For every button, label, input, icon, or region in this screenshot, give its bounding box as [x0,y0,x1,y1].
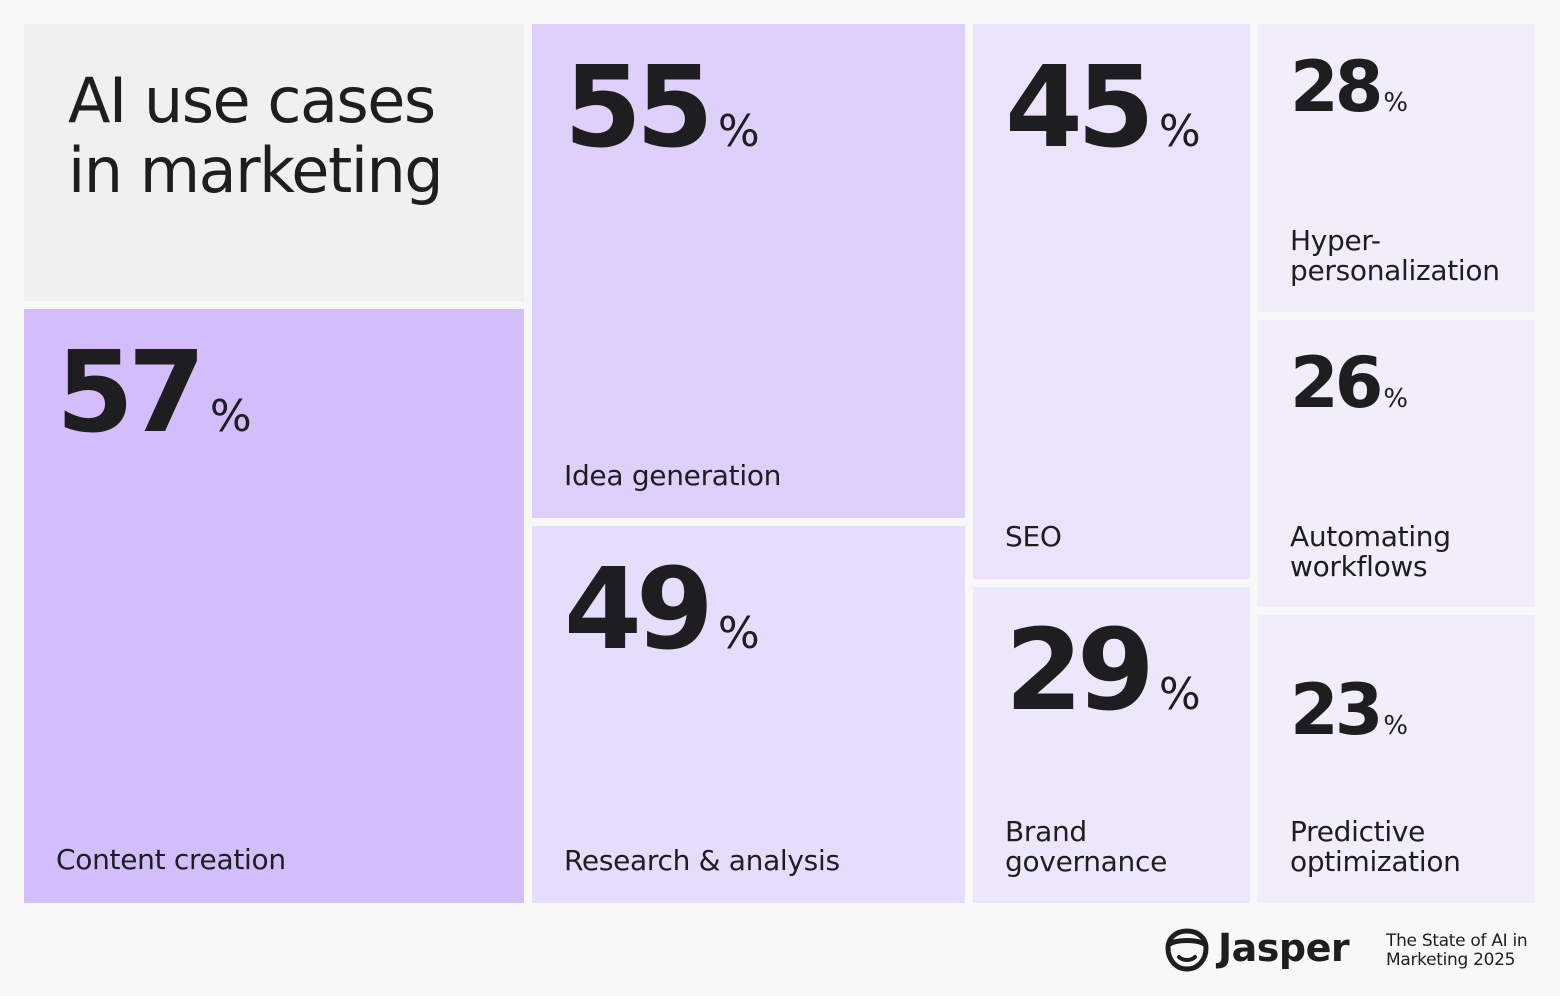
treemap-tile-predictive-optimization: 23 % Predictive optimization [1258,615,1535,903]
value-number: 26 [1290,342,1383,424]
label-predictive-optimization: Predictive optimization [1290,815,1461,878]
label-seo: SEO [1005,520,1062,553]
value-number: 28 [1290,46,1383,128]
percent-sign: % [717,608,760,659]
percent-sign: % [209,391,252,442]
treemap-tile-automating-workflows: 26 % Automating workflows [1258,320,1535,607]
label-idea-generation: Idea generation [564,459,782,492]
value-content-creation: 57 % [56,337,252,449]
treemap-tile-research-analysis: 49 % Research & analysis [532,526,965,903]
percent-sign: % [717,106,760,157]
footer-branding: Jasper The State of AI in Marketing 2025 [1160,926,1540,976]
value-automating-workflows: 26 % [1290,348,1408,418]
title-tile: AI use cases in marketing [24,24,524,301]
value-number: 23 [1290,669,1383,751]
value-number: 49 [564,545,714,675]
percent-sign: % [1158,669,1201,720]
report-title-line-2: Marketing 2025 [1386,950,1516,970]
label-brand-governance: Brand governance [1005,815,1167,878]
value-hyper-personalization: 28 % [1290,52,1408,122]
treemap-tile-content-creation: 57 % Content creation [24,309,524,903]
treemap-tile-hyper-personalization: 28 % Hyper-personalization [1258,24,1535,312]
value-number: 29 [1005,606,1155,736]
report-title: The State of AI in Marketing 2025 [1386,932,1536,970]
value-number: 57 [56,328,206,458]
brand-name: Jasper [1218,926,1350,970]
value-idea-generation: 55 % [564,52,760,164]
report-title-line-1: The State of AI in [1386,931,1528,951]
percent-sign: % [1383,711,1409,741]
label-hyper-personalization: Hyper-personalization [1290,224,1500,287]
percent-sign: % [1383,88,1409,118]
label-content-creation: Content creation [56,843,286,876]
treemap-tile-idea-generation: 55 % Idea generation [532,24,965,518]
value-number: 55 [564,43,714,173]
treemap-tile-brand-governance: 29 % Brand governance [973,587,1250,903]
percent-sign: % [1383,384,1409,414]
chart-title: AI use cases in marketing [68,64,444,207]
treemap-tile-seo: 45 % SEO [973,24,1250,579]
jasper-logo-icon [1165,928,1209,972]
value-research-analysis: 49 % [564,554,760,666]
value-predictive-optimization: 23 % [1290,675,1408,745]
label-research-analysis: Research & analysis [564,844,840,877]
percent-sign: % [1158,106,1201,157]
label-automating-workflows: Automating workflows [1290,520,1451,583]
value-seo: 45 % [1005,52,1201,164]
value-brand-governance: 29 % [1005,615,1201,727]
value-number: 45 [1005,43,1155,173]
